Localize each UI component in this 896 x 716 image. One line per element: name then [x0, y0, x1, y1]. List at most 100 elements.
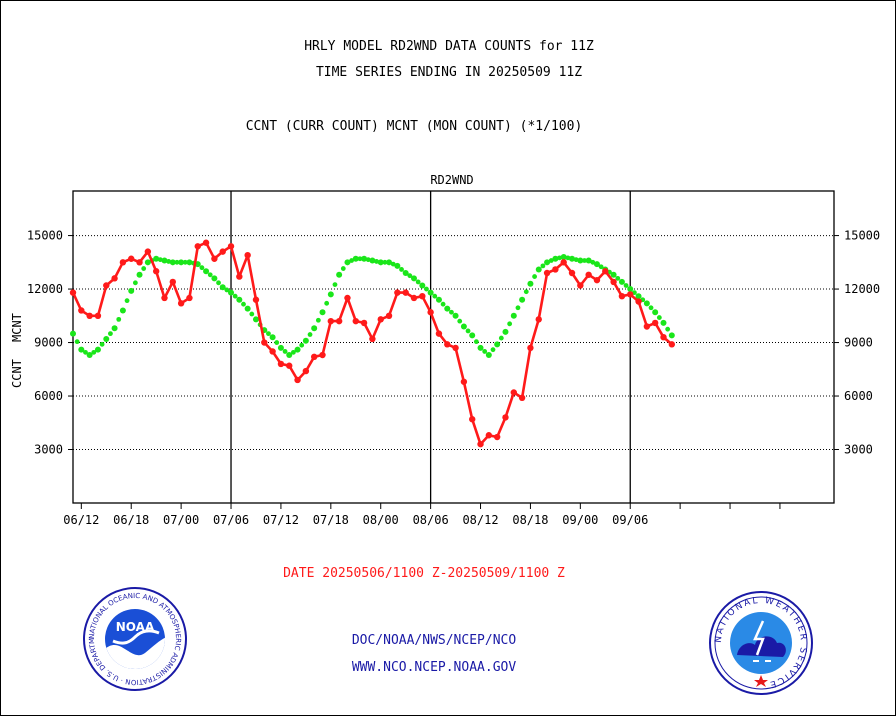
x-tick-label: 07/00: [163, 513, 199, 527]
mcnt-dot: [290, 349, 296, 355]
x-tick-label: 08/12: [462, 513, 498, 527]
mcnt-point: [269, 334, 276, 341]
ccnt-point: [643, 323, 651, 330]
mcnt-dot: [590, 259, 596, 265]
ccnt-point: [618, 292, 626, 300]
mcnt-point: [319, 309, 326, 316]
mcnt-point: [419, 282, 426, 289]
y-tick-label-right: 12000: [844, 282, 880, 296]
chart-subtitle: CCNT (CURR COUNT) MCNT (MON COUNT) (*1/1…: [245, 119, 583, 134]
ccnt-point: [310, 353, 318, 361]
mcnt-dot: [432, 293, 438, 299]
x-tick-label: 07/18: [313, 513, 349, 527]
ccnt-point: [103, 282, 110, 289]
mcnt-point: [78, 346, 85, 353]
x-tick-label: 07/12: [263, 513, 299, 527]
web-link[interactable]: WWW.NCO.NCEP.NOAA.GOV: [351, 660, 517, 675]
mcnt-point: [294, 346, 301, 353]
mcnt-dot: [490, 347, 496, 353]
ccnt-point: [269, 348, 276, 355]
ccnt-point: [635, 298, 642, 305]
ccnt-point: [335, 317, 343, 325]
mcnt-dot: [482, 349, 488, 354]
ccnt-point: [477, 440, 484, 448]
ccnt-point: [219, 248, 226, 255]
mcnt-dot: [299, 342, 305, 348]
ccnt-point: [385, 312, 393, 319]
mcnt-point: [502, 328, 509, 335]
mcnt-dot: [83, 349, 88, 355]
mcnt-dot: [648, 305, 654, 311]
mcnt-point: [219, 284, 226, 291]
ccnt-point: [668, 341, 676, 348]
mcnt-point: [435, 296, 442, 303]
nws-logo: NATIONAL WEATHER SERVICE: [709, 591, 813, 695]
mcnt-dot: [116, 316, 122, 322]
ccnt-point: [186, 294, 193, 302]
mcnt-dot: [108, 331, 113, 337]
ccnt-point: [568, 269, 576, 277]
ylabel-ccnt: CCNT: [10, 359, 24, 388]
ccnt-point: [452, 344, 459, 352]
mcnt-point: [244, 305, 251, 312]
mcnt-dot: [457, 318, 463, 324]
ccnt-point: [627, 291, 634, 298]
mcnt-point: [519, 296, 526, 303]
mcnt-point: [311, 325, 318, 332]
mcnt-point: [144, 259, 151, 266]
x-tick-label: 08/18: [512, 513, 548, 527]
mcnt-point: [427, 289, 434, 296]
ccnt-point: [460, 378, 468, 385]
mcnt-point: [652, 309, 659, 316]
frame-layer: [72, 190, 835, 504]
mcnt-dot: [91, 349, 97, 355]
ccnt-point: [319, 351, 326, 359]
mcnt-point: [136, 271, 143, 278]
mcnt-point: [327, 291, 334, 298]
mcnt-dot: [174, 259, 180, 265]
mcnt-point: [228, 289, 235, 296]
mcnt-point: [527, 280, 534, 287]
y-tick-label-right: 6000: [844, 389, 873, 403]
ccnt-point: [469, 416, 476, 423]
ccnt-point: [169, 278, 177, 286]
ccnt-point: [227, 243, 235, 250]
y-tick-label-left: 9000: [34, 336, 63, 350]
mcnt-point: [169, 259, 176, 266]
mcnt-dot: [324, 300, 330, 306]
ccnt-point: [286, 362, 293, 369]
mcnt-dot: [473, 339, 479, 345]
mcnt-point: [577, 257, 584, 264]
mcnt-point: [410, 275, 417, 282]
ccnt-point: [261, 339, 268, 346]
mcnt-dot: [548, 258, 554, 263]
mcnt-dot: [615, 275, 621, 281]
mcnt-dot: [274, 340, 280, 345]
ccnt-point: [435, 330, 443, 337]
ccnt-point: [144, 248, 152, 255]
ccnt-point: [244, 251, 251, 259]
ccnt-point: [485, 432, 493, 439]
mcnt-dot: [390, 261, 396, 267]
y-tick-label-left: 6000: [34, 389, 63, 403]
ylabel-mcnt: MCNT: [10, 313, 24, 342]
mcnt-dot: [465, 328, 471, 334]
mcnt-point: [560, 253, 567, 260]
ccnt-point: [602, 268, 609, 275]
axis-layer: 3000 3000 6000 6000 9000 9000 12000 12000 15000 1…: [27, 229, 880, 527]
ccnt-point: [86, 312, 93, 319]
mcnt-dot: [241, 301, 246, 307]
mcnt-dot: [249, 311, 255, 317]
mcnt-point: [494, 341, 501, 348]
ccnt-point: [277, 360, 285, 368]
ccnt-point: [252, 296, 260, 303]
ccnt-point: [111, 275, 118, 282]
chart-title-line1: HRLY MODEL RD2WND DATA COUNTS for 11Z: [304, 39, 594, 54]
mcnt-dot: [224, 287, 230, 293]
ccnt-point: [419, 292, 426, 300]
mcnt-dot: [124, 298, 130, 304]
ccnt-point: [194, 243, 201, 250]
ccnt-point: [94, 312, 102, 319]
mcnt-point: [643, 300, 650, 307]
ccnt-point: [410, 294, 418, 302]
